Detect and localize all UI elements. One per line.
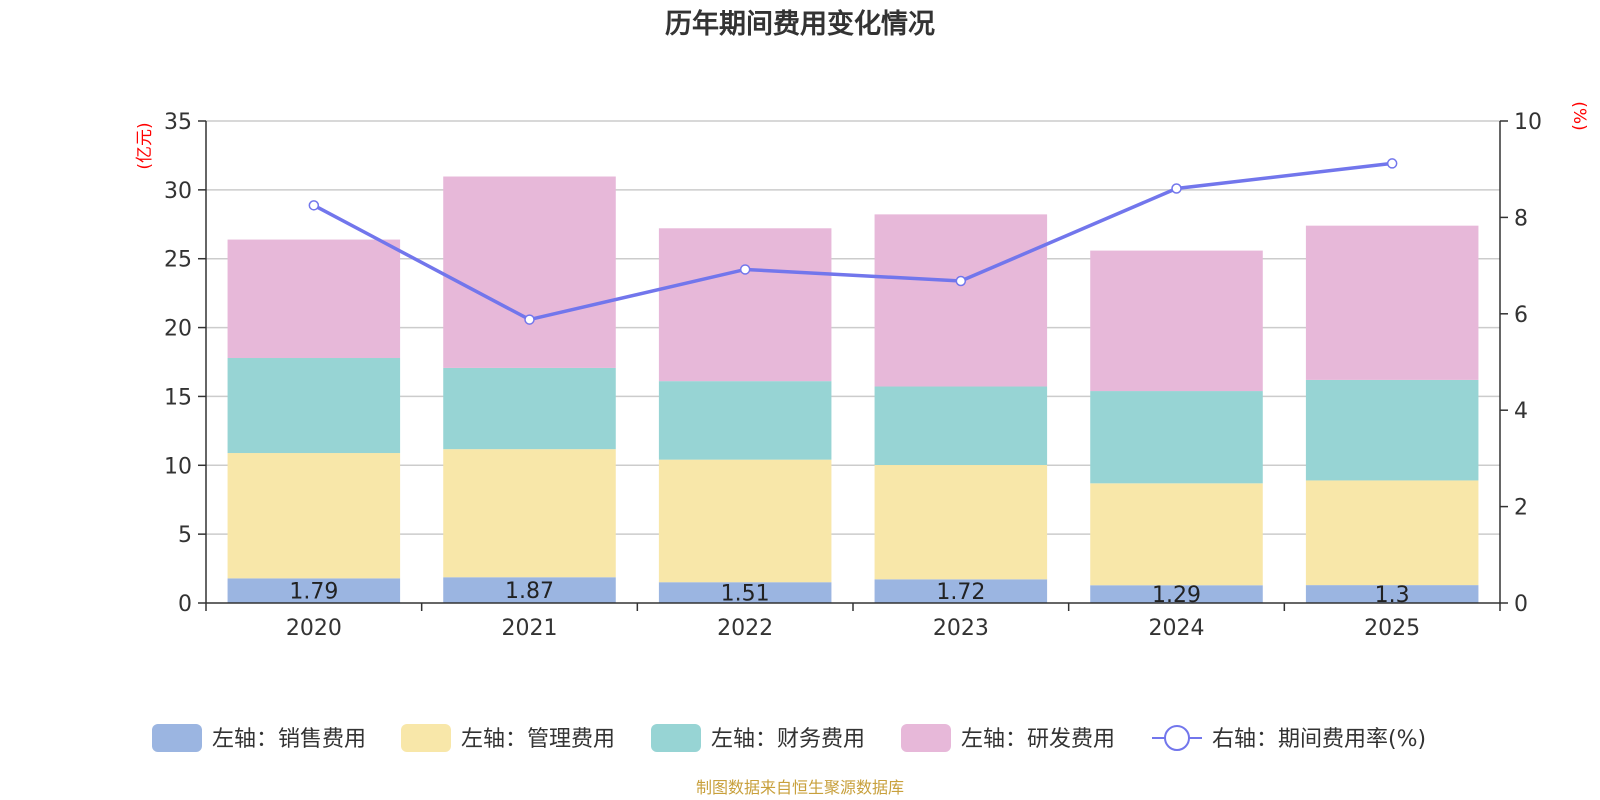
left-axis-unit: (亿元) bbox=[135, 122, 155, 169]
bar-segment bbox=[874, 579, 1048, 603]
bar-segment bbox=[227, 358, 401, 454]
bar-segment bbox=[874, 465, 1048, 580]
right-axis-tick-label: 4 bbox=[1514, 399, 1528, 424]
legend-label: 左轴：销售费用 bbox=[212, 727, 366, 752]
bar-segment bbox=[443, 367, 616, 450]
legend-swatch bbox=[152, 724, 202, 752]
bar-segment bbox=[443, 577, 616, 603]
left-axis-tick-label: 15 bbox=[164, 385, 192, 410]
right-axis-tick-label: 2 bbox=[1514, 496, 1528, 521]
rate-point bbox=[524, 314, 535, 325]
left-axis-tick-label: 30 bbox=[164, 179, 192, 204]
source-note: 制图数据来自恒生聚源数据库 bbox=[696, 778, 904, 797]
legend-label: 左轴：研发费用 bbox=[961, 727, 1115, 752]
bar-segment bbox=[1305, 585, 1479, 603]
bar-segment bbox=[658, 381, 832, 460]
data-label: 1.51 bbox=[721, 582, 770, 607]
data-label: 1.72 bbox=[936, 580, 985, 605]
bar-segment bbox=[874, 214, 1048, 387]
bar-segment bbox=[874, 386, 1048, 466]
rate-point bbox=[1171, 183, 1182, 194]
rate-line-series bbox=[308, 158, 1398, 325]
bar-segment bbox=[1090, 250, 1263, 392]
bar-segment bbox=[1305, 480, 1479, 586]
bar-segment bbox=[658, 582, 832, 603]
x-axis-tick-label: 2025 bbox=[1364, 616, 1420, 641]
left-axis-tick-label: 5 bbox=[178, 523, 192, 548]
data-label: 1.29 bbox=[1152, 583, 1201, 608]
bar-segment bbox=[1090, 483, 1263, 586]
bar-segment bbox=[1305, 379, 1479, 481]
rate-point bbox=[1386, 158, 1398, 169]
x-axis-tick-label: 2022 bbox=[717, 616, 773, 641]
right-axis-tick-label: 8 bbox=[1514, 206, 1528, 231]
right-axis-unit: (%) bbox=[1569, 101, 1589, 130]
data-label: 1.3 bbox=[1375, 583, 1410, 608]
legend-label: 左轴：管理费用 bbox=[461, 727, 615, 752]
left-axis-tick-label: 25 bbox=[164, 248, 192, 273]
legend-label: 左轴：财务费用 bbox=[711, 727, 865, 752]
bar-segment bbox=[1090, 391, 1263, 484]
legend-swatch bbox=[901, 724, 951, 752]
bar-segment bbox=[227, 578, 401, 603]
left-axis-tick-label: 20 bbox=[164, 317, 192, 342]
right-axis-tick-label: 10 bbox=[1514, 110, 1542, 135]
rate-point bbox=[739, 264, 751, 275]
chart-title: 历年期间费用变化情况 bbox=[665, 8, 935, 40]
right-axis-tick-label: 6 bbox=[1514, 303, 1528, 328]
bar-segment bbox=[227, 239, 401, 359]
legend-label: 右轴：期间费用率(%) bbox=[1212, 727, 1426, 752]
bar-segment bbox=[658, 459, 832, 583]
rate-line bbox=[313, 161, 1393, 322]
bar-series bbox=[227, 176, 1479, 603]
legend-swatch bbox=[651, 724, 701, 752]
legend: 左轴：销售费用 左轴：管理费用 左轴：财务费用 左轴：研发费用 右轴：期间费用率(%) bbox=[152, 724, 1426, 752]
bar-segment bbox=[227, 453, 401, 579]
rate-point bbox=[955, 275, 967, 287]
left-axis-tick-label: 10 bbox=[164, 454, 192, 479]
legend-swatch bbox=[401, 724, 451, 752]
data-labels: 1.79 1.87 1.51 1.72 1.29 1.3 bbox=[289, 579, 1409, 608]
bar-segment bbox=[658, 228, 832, 382]
data-label: 1.87 bbox=[505, 579, 554, 604]
x-axis-tick-label: 2020 bbox=[286, 616, 342, 641]
bar-segment bbox=[1090, 585, 1263, 603]
gridlines bbox=[206, 120, 1500, 535]
x-axis-tick-label: 2021 bbox=[502, 616, 558, 641]
left-axis-tick-label: 0 bbox=[178, 592, 192, 617]
legend-marker-swatch bbox=[1164, 725, 1190, 751]
right-axis-tick-label: 0 bbox=[1514, 592, 1528, 617]
x-axis-tick-label: 2023 bbox=[933, 616, 989, 641]
bar-segment bbox=[443, 176, 616, 368]
bar-segment bbox=[1305, 225, 1479, 380]
left-axis-tick-label: 35 bbox=[164, 110, 192, 135]
bar-segment bbox=[443, 449, 616, 578]
x-axis-tick-label: 2024 bbox=[1149, 616, 1205, 641]
data-label: 1.79 bbox=[289, 580, 338, 605]
rate-point bbox=[308, 200, 320, 211]
